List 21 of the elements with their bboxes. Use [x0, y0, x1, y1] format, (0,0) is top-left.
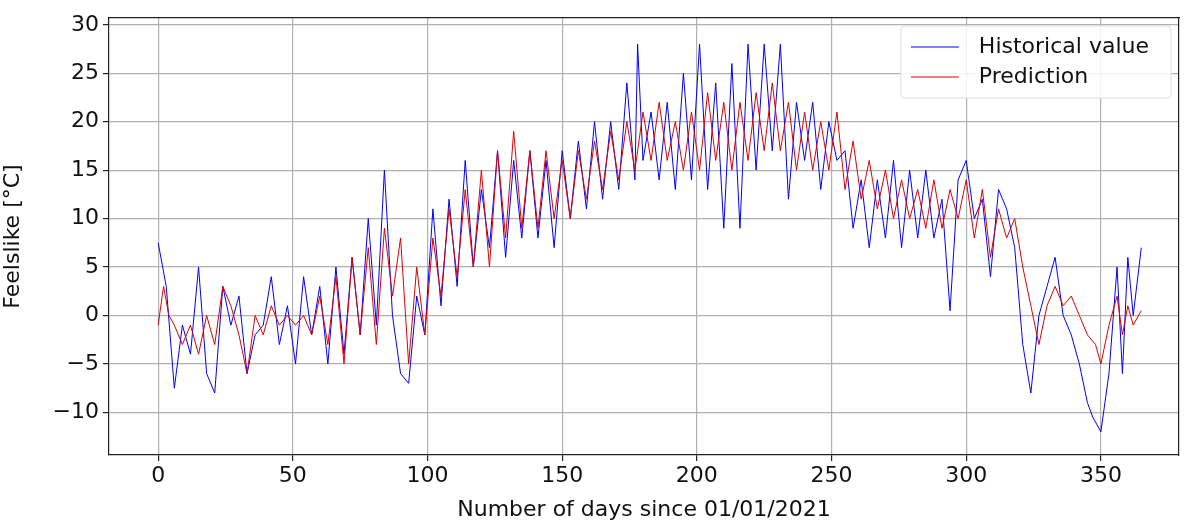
x-axis-title: Number of days since 01/01/2021: [457, 495, 831, 521]
x-tick-label: 350: [1079, 461, 1122, 487]
x-tick-label: 300: [945, 461, 988, 487]
y-tick-label: 10: [71, 204, 99, 230]
x-tick-label: 50: [278, 461, 307, 487]
y-tick-label: 25: [71, 58, 99, 84]
y-tick-label: 30: [71, 10, 99, 36]
y-tick-label: 20: [71, 107, 99, 133]
y-tick-label: −10: [52, 398, 99, 424]
x-tick-label: 250: [810, 461, 853, 487]
legend-label: Historical value: [978, 32, 1150, 58]
legend-label: Prediction: [978, 62, 1089, 88]
x-tick-label: 100: [406, 461, 449, 487]
y-axis-title: Feelslike [°C]: [0, 164, 24, 309]
x-tick-label: 0: [151, 461, 166, 487]
y-tick-label: −5: [66, 349, 99, 375]
x-tick-label: 150: [541, 461, 584, 487]
x-tick-label: 200: [675, 461, 718, 487]
y-tick-label: 15: [71, 155, 99, 181]
y-tick-label: 0: [85, 301, 99, 327]
y-tick-label: 5: [85, 252, 99, 278]
